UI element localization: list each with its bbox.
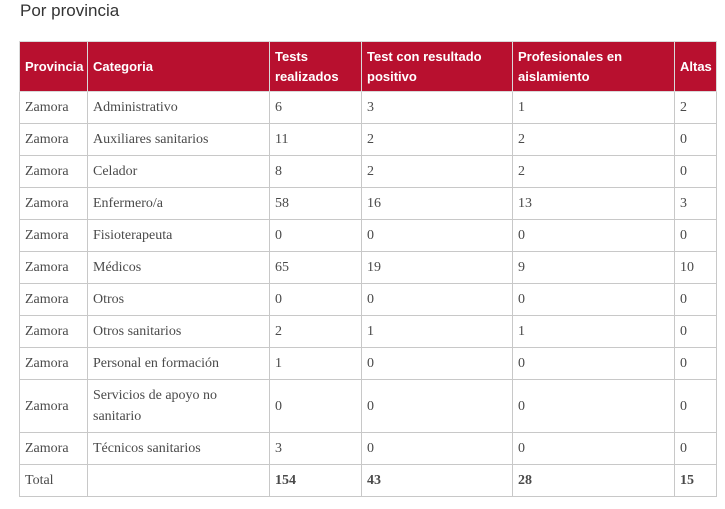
total-aislamiento: 28 [512,464,675,497]
cell-altas: 0 [674,155,717,188]
cell-aislamiento: 13 [512,187,675,220]
cell-altas: 0 [674,219,717,252]
table-row: Zamora Administrativo 6 3 1 2 [19,91,717,124]
cell-categoria: Auxiliares sanitarios [87,123,270,156]
cell-categoria: Otros [87,283,270,316]
cell-provincia: Zamora [19,315,88,348]
table-row: Zamora Otros 0 0 0 0 [19,283,717,316]
cell-aislamiento: 0 [512,347,675,380]
cell-provincia: Zamora [19,251,88,284]
cell-altas: 0 [674,315,717,348]
column-header-altas: Altas [674,41,717,92]
cell-categoria: Médicos [87,251,270,284]
total-label: Total [19,464,88,497]
cell-tests: 11 [269,123,362,156]
cell-tests: 6 [269,91,362,124]
total-row: Total 154 43 28 15 [19,464,717,497]
cell-aislamiento: 1 [512,315,675,348]
cell-tests: 2 [269,315,362,348]
cell-aislamiento: 2 [512,155,675,188]
province-data-table: Provincia Categoria Tests realizados Tes… [19,41,717,497]
cell-positivo: 0 [361,219,513,252]
cell-positivo: 19 [361,251,513,284]
total-positivo: 43 [361,464,513,497]
header-row: Provincia Categoria Tests realizados Tes… [19,41,717,92]
cell-provincia: Zamora [19,432,88,465]
cell-categoria: Fisioterapeuta [87,219,270,252]
table-row: Zamora Personal en formación 1 0 0 0 [19,347,717,380]
cell-aislamiento: 0 [512,283,675,316]
column-header-positivo: Test con resultado positivo [361,41,513,92]
cell-positivo: 1 [361,315,513,348]
column-header-provincia: Provincia [19,41,88,92]
cell-categoria: Personal en formación [87,347,270,380]
cell-aislamiento: 0 [512,219,675,252]
cell-tests: 58 [269,187,362,220]
column-header-tests: Tests realizados [269,41,362,92]
cell-positivo: 3 [361,91,513,124]
total-categoria [87,464,270,497]
cell-tests: 3 [269,432,362,465]
column-header-categoria: Categoria [87,41,270,92]
cell-provincia: Zamora [19,283,88,316]
cell-provincia: Zamora [19,187,88,220]
table-row: Zamora Enfermero/a 58 16 13 3 [19,187,717,220]
cell-aislamiento: 1 [512,91,675,124]
table-row: Zamora Servicios de apoyo no sanitario 0… [19,379,717,433]
table-row: Zamora Otros sanitarios 2 1 1 0 [19,315,717,348]
cell-altas: 0 [674,347,717,380]
cell-categoria: Celador [87,155,270,188]
cell-categoria: Otros sanitarios [87,315,270,348]
cell-positivo: 16 [361,187,513,220]
cell-provincia: Zamora [19,379,88,433]
cell-categoria: Técnicos sanitarios [87,432,270,465]
cell-tests: 1 [269,347,362,380]
cell-provincia: Zamora [19,155,88,188]
table-row: Zamora Técnicos sanitarios 3 0 0 0 [19,432,717,465]
cell-positivo: 0 [361,379,513,433]
section-heading: Por provincia [20,1,120,20]
cell-tests: 0 [269,283,362,316]
cell-provincia: Zamora [19,123,88,156]
cell-positivo: 0 [361,283,513,316]
cell-positivo: 0 [361,432,513,465]
column-header-aislamiento: Profesionales en aislamiento [512,41,675,92]
cell-aislamiento: 2 [512,123,675,156]
total-altas: 15 [674,464,717,497]
cell-aislamiento: 0 [512,379,675,433]
table-row: Zamora Auxiliares sanitarios 11 2 2 0 [19,123,717,156]
cell-altas: 10 [674,251,717,284]
cell-altas: 0 [674,283,717,316]
cell-positivo: 2 [361,123,513,156]
cell-positivo: 0 [361,347,513,380]
cell-provincia: Zamora [19,219,88,252]
cell-provincia: Zamora [19,91,88,124]
cell-aislamiento: 0 [512,432,675,465]
cell-categoria: Administrativo [87,91,270,124]
total-tests: 154 [269,464,362,497]
cell-aislamiento: 9 [512,251,675,284]
cell-tests: 65 [269,251,362,284]
cell-provincia: Zamora [19,347,88,380]
cell-tests: 8 [269,155,362,188]
cell-altas: 2 [674,91,717,124]
cell-tests: 0 [269,219,362,252]
cell-tests: 0 [269,379,362,433]
table-row: Zamora Médicos 65 19 9 10 [19,251,717,284]
cell-altas: 0 [674,379,717,433]
cell-altas: 0 [674,432,717,465]
cell-categoria: Servicios de apoyo no sanitario [87,379,270,433]
table-row: Zamora Fisioterapeuta 0 0 0 0 [19,219,717,252]
cell-altas: 3 [674,187,717,220]
cell-categoria: Enfermero/a [87,187,270,220]
cell-positivo: 2 [361,155,513,188]
table-row: Zamora Celador 8 2 2 0 [19,155,717,188]
cell-altas: 0 [674,123,717,156]
